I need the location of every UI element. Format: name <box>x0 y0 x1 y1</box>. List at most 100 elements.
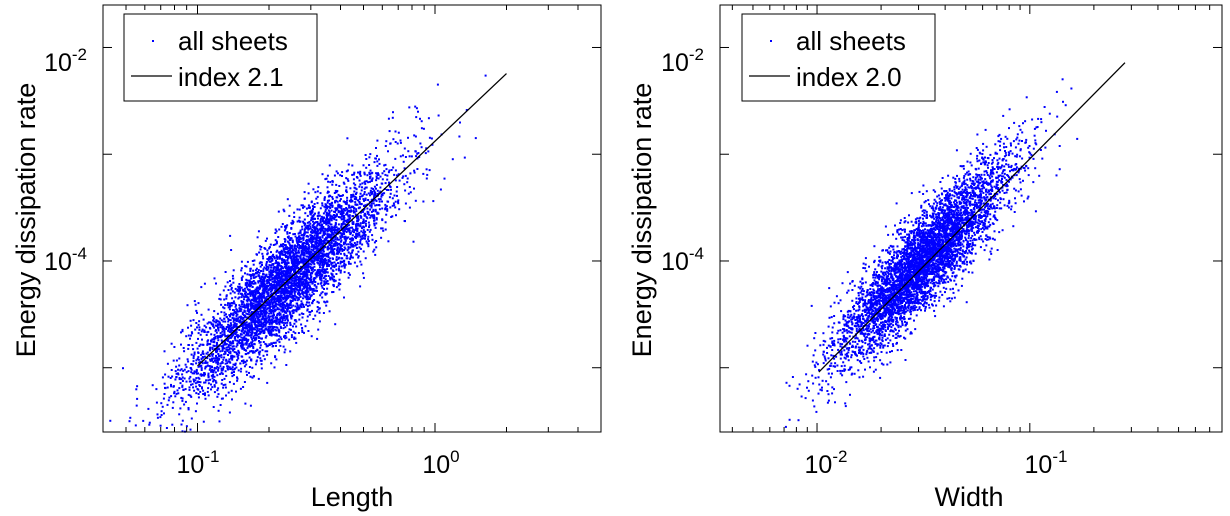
data-point <box>201 356 204 358</box>
data-point <box>249 285 251 288</box>
data-point <box>374 253 377 256</box>
data-point <box>326 207 329 210</box>
data-point <box>325 236 328 239</box>
data-point <box>252 320 255 323</box>
data-point <box>388 130 391 133</box>
data-point <box>309 222 312 225</box>
data-point <box>206 390 209 393</box>
data-point <box>344 263 347 266</box>
data-point <box>245 337 247 340</box>
data-point <box>289 350 292 353</box>
data-point <box>300 204 303 207</box>
data-point <box>300 265 302 268</box>
data-point <box>188 388 191 391</box>
data-point <box>299 293 302 296</box>
data-point <box>351 223 354 225</box>
data-point <box>255 332 257 335</box>
data-point <box>261 264 263 266</box>
data-point <box>275 293 277 296</box>
data-point <box>227 360 230 363</box>
data-point <box>159 424 162 427</box>
data-point <box>271 255 274 257</box>
data-point <box>306 273 309 276</box>
data-point <box>250 358 253 361</box>
data-point <box>247 289 250 292</box>
data-point <box>395 190 398 193</box>
data-point <box>408 206 411 209</box>
data-point <box>334 224 337 226</box>
data-point <box>349 206 352 209</box>
data-point <box>224 303 227 306</box>
data-point <box>324 210 327 213</box>
data-point <box>312 230 315 233</box>
data-point <box>216 356 219 359</box>
data-point <box>281 266 284 269</box>
data-point <box>289 281 292 284</box>
data-point <box>226 281 229 284</box>
data-point <box>326 265 328 268</box>
data-point <box>326 300 329 303</box>
data-point <box>242 326 244 329</box>
data-point <box>202 318 205 321</box>
data-point <box>303 247 305 250</box>
data-point <box>275 288 278 290</box>
data-point <box>232 382 235 385</box>
data-point <box>323 220 326 223</box>
data-point <box>424 152 427 155</box>
data-point <box>292 284 295 287</box>
data-point <box>264 321 267 323</box>
data-point <box>274 243 277 246</box>
data-point <box>266 291 269 294</box>
data-point <box>247 352 250 354</box>
data-point <box>304 212 307 215</box>
data-point <box>265 267 267 270</box>
data-point <box>230 249 233 251</box>
data-point <box>367 181 370 184</box>
data-point <box>254 288 257 291</box>
data-point <box>381 172 384 175</box>
data-point <box>232 314 235 317</box>
data-point <box>226 349 229 352</box>
data-point <box>286 315 289 318</box>
data-point <box>355 232 358 235</box>
data-point <box>371 178 374 181</box>
data-point <box>407 136 409 139</box>
data-point <box>249 404 252 407</box>
data-point <box>313 252 316 255</box>
data-point <box>245 363 248 366</box>
data-point <box>248 356 251 359</box>
data-point <box>333 228 336 231</box>
data-point <box>327 224 330 227</box>
data-point <box>216 389 219 392</box>
data-point <box>278 349 280 352</box>
data-point <box>427 150 430 153</box>
data-point <box>210 333 213 336</box>
data-point <box>360 203 363 206</box>
data-point <box>341 234 344 237</box>
data-point <box>272 309 275 312</box>
data-point <box>339 283 342 286</box>
data-point <box>294 235 297 238</box>
data-point <box>298 291 301 294</box>
data-point <box>270 266 273 269</box>
data-point <box>254 294 257 297</box>
data-point <box>304 286 307 289</box>
data-point <box>342 264 345 267</box>
data-point <box>244 402 247 405</box>
data-point <box>243 330 246 333</box>
data-point <box>313 279 316 282</box>
data-point <box>234 332 237 335</box>
data-point <box>264 324 267 327</box>
data-point <box>295 320 298 323</box>
data-point <box>214 336 217 338</box>
data-point <box>259 279 262 282</box>
data-point <box>326 280 329 282</box>
data-point <box>373 215 376 218</box>
data-point <box>362 272 365 275</box>
data-point <box>285 271 288 274</box>
data-point <box>312 254 314 257</box>
data-point <box>197 365 200 368</box>
data-point <box>373 193 376 196</box>
data-point <box>219 362 222 365</box>
data-point <box>326 201 329 204</box>
